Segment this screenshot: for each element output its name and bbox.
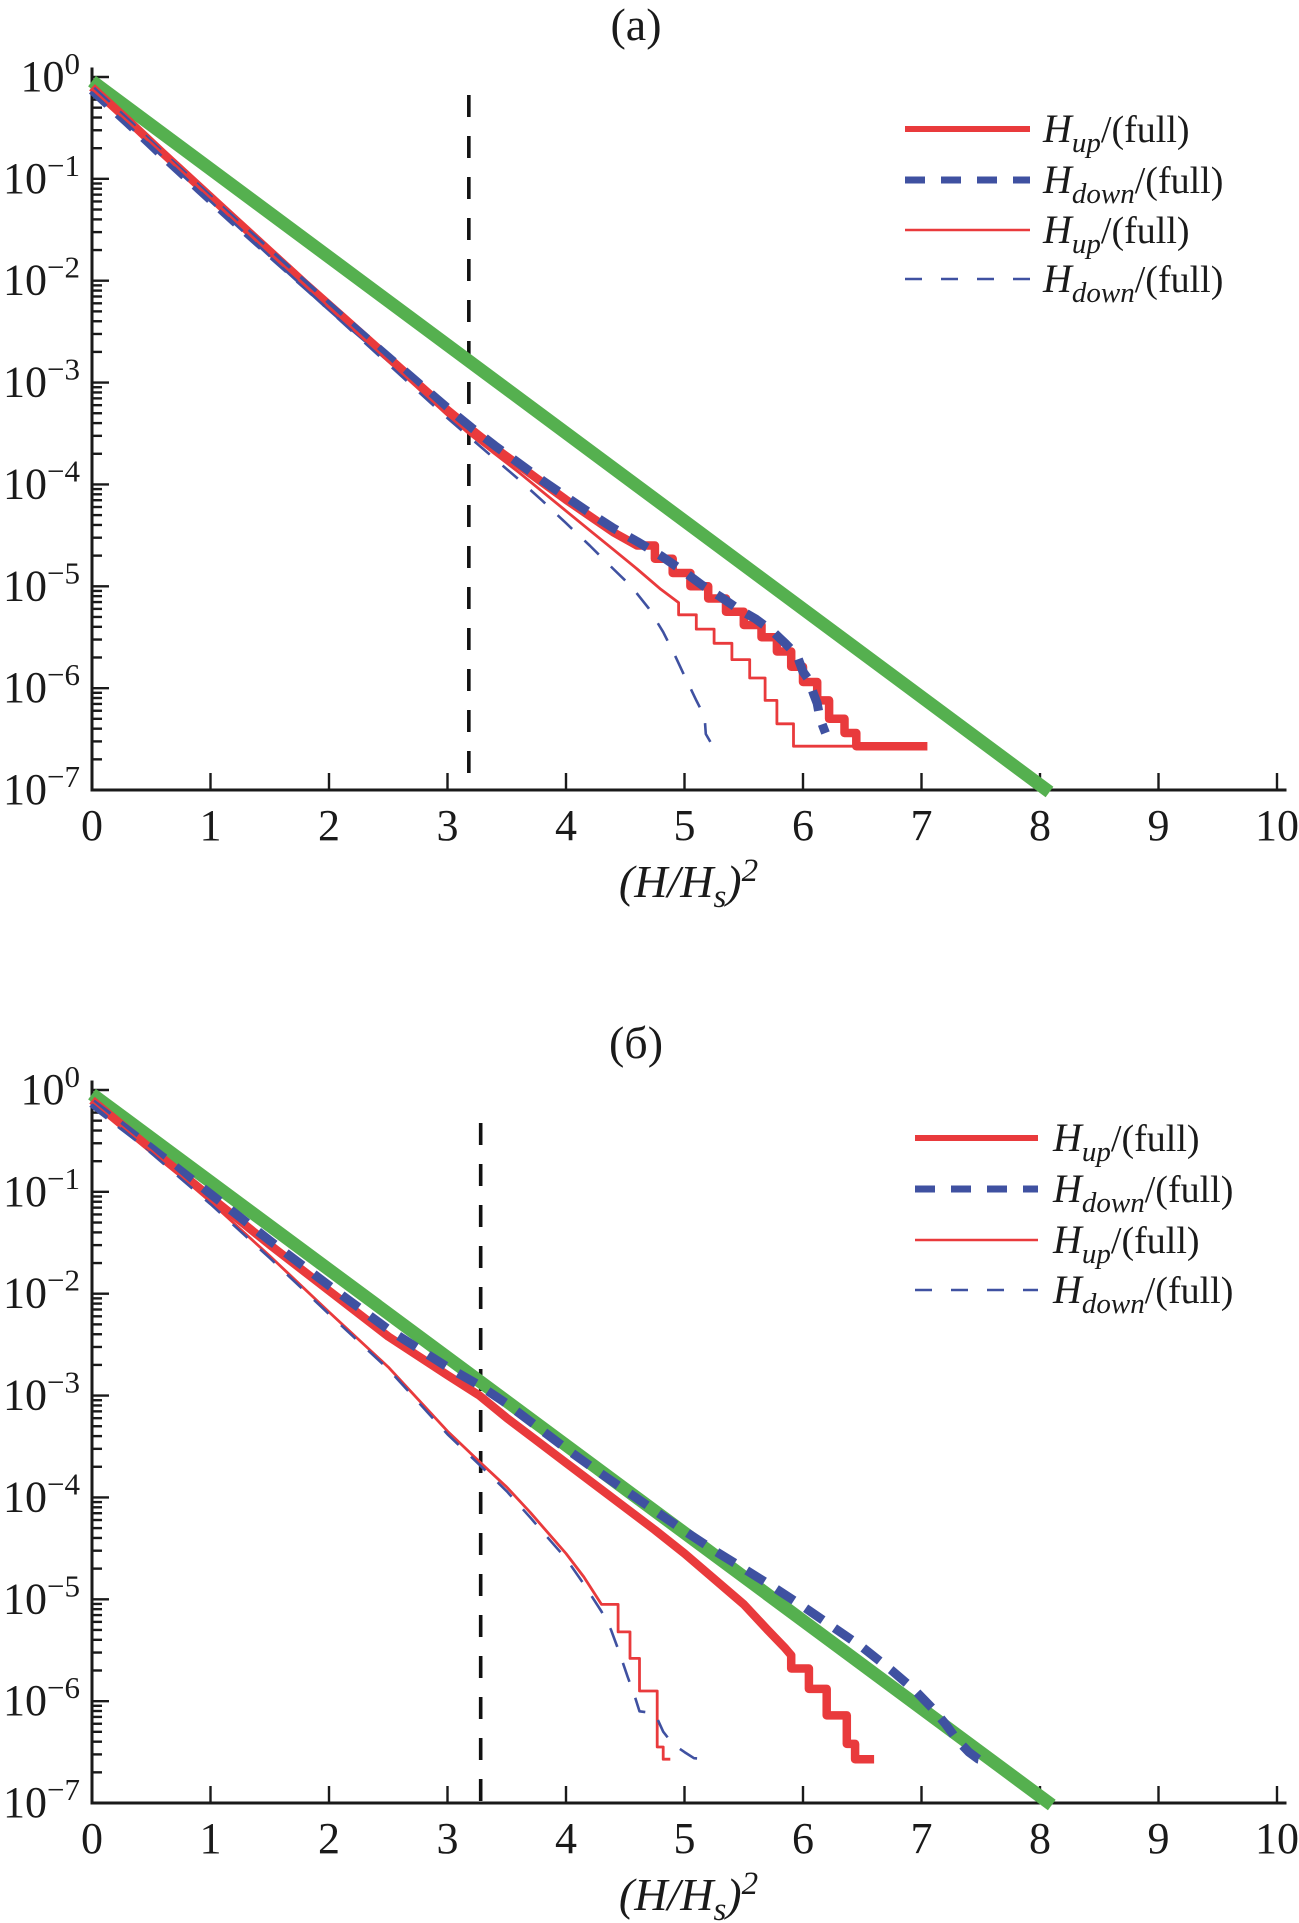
series-hup-full-thin — [91, 1101, 671, 1761]
x-tick-label: 4 — [555, 801, 577, 850]
x-axis-label: (H/Hs)2 — [619, 853, 758, 915]
y-tick-label: 10−1 — [3, 1161, 80, 1216]
y-tick-label: 10−5 — [3, 1568, 80, 1623]
legend-label: Hup/(full) — [1052, 1115, 1200, 1168]
x-tick-label: 3 — [437, 801, 459, 850]
series-rayleigh-reference — [88, 1088, 1056, 1811]
y-tick-label: 10−6 — [3, 1670, 80, 1725]
x-tick-label: 6 — [792, 801, 814, 850]
legend-label: Hup/(full) — [1042, 207, 1190, 260]
y-tick-label: 10−3 — [3, 1365, 80, 1420]
y-tick-label: 10−1 — [3, 148, 80, 203]
series-hup-full-bold — [89, 84, 928, 751]
legend-label: Hup/(full) — [1052, 1217, 1200, 1270]
x-tick-label: 6 — [792, 1814, 814, 1863]
panel-title: (а) — [610, 0, 661, 50]
x-tick-label: 2 — [318, 1814, 340, 1863]
legend: Hup/(full)Hdown/(full)Hup/(full)Hdown/(f… — [915, 1115, 1233, 1320]
panel-a: (а) 100 10−1 10−2 10−3 10−4 10−5 10−6 10−70 1 2 3 4 5… — [3, 0, 1299, 915]
series-hup-full-bold — [89, 1096, 875, 1764]
legend-label: Hdown/(full) — [1042, 157, 1223, 210]
x-tick-label: 7 — [911, 1814, 933, 1863]
panel-b: (б) 100 10−1 10−2 10−3 10−4 10−5 10−6 10−70 1 2 3 4 5… — [3, 1017, 1299, 1923]
series-rayleigh-reference — [88, 75, 1054, 798]
x-tick-label: 2 — [318, 801, 340, 850]
y-tick-label: 10−2 — [3, 250, 80, 305]
x-tick-label: 9 — [1148, 801, 1170, 850]
y-tick-label: 10−2 — [3, 1263, 80, 1318]
series-hup-full-thin — [91, 88, 853, 748]
x-tick-label: 0 — [81, 801, 103, 850]
x-tick-label: 7 — [911, 801, 933, 850]
y-tick-label: 10−4 — [3, 453, 80, 508]
y-tick-label: 10−3 — [3, 352, 80, 407]
y-tick-label: 10−5 — [3, 555, 80, 610]
legend-label: Hdown/(full) — [1052, 1267, 1233, 1320]
x-tick-label: 9 — [1148, 1814, 1170, 1863]
panel-title: (б) — [609, 1017, 663, 1068]
x-tick-label: 10 — [1255, 801, 1299, 850]
y-tick-label: 10−7 — [3, 1772, 80, 1827]
x-tick-label: 0 — [81, 1814, 103, 1863]
y-tick-label: 10−4 — [3, 1466, 80, 1521]
x-tick-label: 1 — [200, 1814, 222, 1863]
x-axis-label: (H/Hs)2 — [619, 1866, 758, 1923]
x-tick-label: 10 — [1255, 1814, 1299, 1863]
x-tick-label: 8 — [1029, 1814, 1051, 1863]
y-tick-label: 10−7 — [3, 759, 80, 814]
y-tick-label: 100 — [21, 1059, 81, 1114]
legend-label: Hdown/(full) — [1052, 1166, 1233, 1219]
legend-label: Hdown/(full) — [1042, 256, 1223, 309]
y-tick-label: 10−6 — [3, 657, 80, 712]
x-tick-label: 5 — [674, 1814, 696, 1863]
series-hdown-full-thin — [91, 1103, 709, 1761]
x-tick-label: 4 — [555, 1814, 577, 1863]
series-hdown-full-bold — [88, 86, 830, 735]
legend: Hup/(full)Hdown/(full)Hup/(full)Hdown/(f… — [905, 106, 1223, 309]
y-tick-label: 100 — [21, 46, 81, 101]
series-hdown-full-thin — [91, 91, 715, 747]
legend-label: Hup/(full) — [1042, 106, 1190, 159]
x-tick-label: 8 — [1029, 801, 1051, 850]
x-tick-label: 3 — [437, 1814, 459, 1863]
x-tick-label: 5 — [674, 801, 696, 850]
x-tick-label: 1 — [200, 801, 222, 850]
